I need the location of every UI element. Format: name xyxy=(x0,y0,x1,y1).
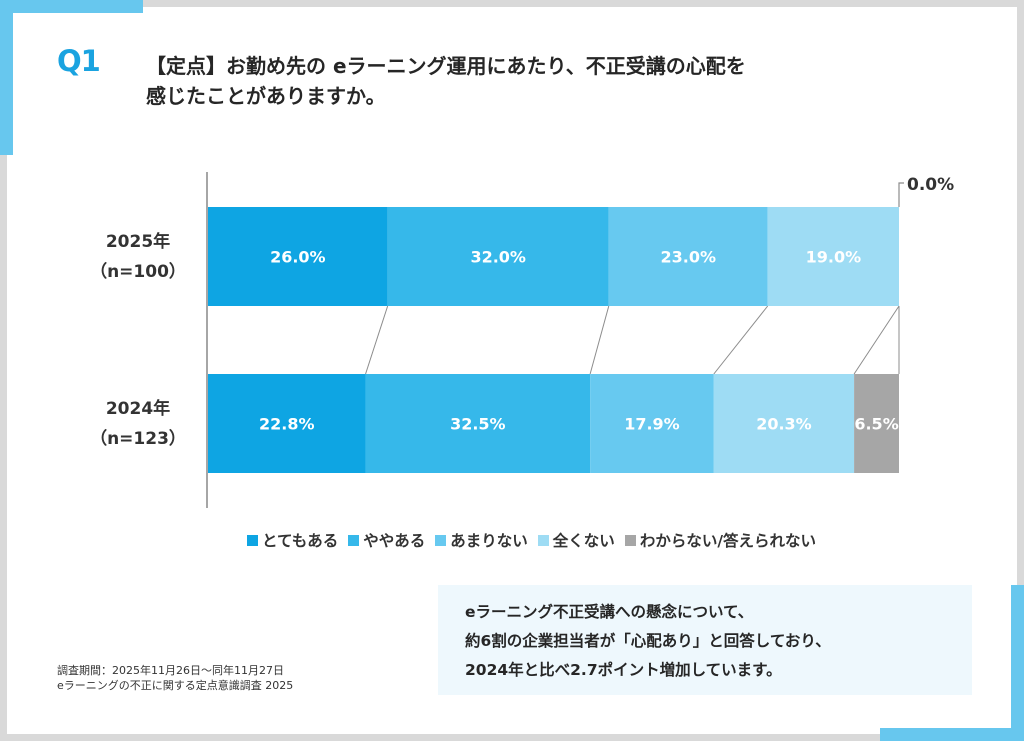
summary-box xyxy=(438,585,972,695)
accent-corner-top-left-vertical xyxy=(0,0,13,155)
survey-footnote: 調査期間：2025年11月26日～同年11月27日 eラーニングの不正に関する定… xyxy=(57,663,293,693)
legend-label: とてもある xyxy=(262,532,339,550)
bar-segment xyxy=(590,374,714,473)
bar-segment xyxy=(365,374,591,473)
bar-segment xyxy=(767,207,899,306)
data-label: 23.0% xyxy=(660,248,716,267)
legend-swatch xyxy=(348,534,360,546)
summary-line-2: 約6割の企業担当者が「心配あり」と回答しており、 xyxy=(465,632,831,650)
data-label: 17.9% xyxy=(624,415,680,434)
bar-segment xyxy=(713,374,855,473)
accent-corner-top-left-horizontal xyxy=(0,0,143,13)
data-label: 26.0% xyxy=(270,248,326,267)
summary-line-3: 2024年と比べ2.7ポイント増加しています。 xyxy=(465,661,782,679)
legend-item: わからない/答えられない xyxy=(624,529,816,551)
survey-period: 調査期間：2025年11月26日～同年11月27日 xyxy=(57,664,284,677)
question-title-line-2: 感じたことがありますか。 xyxy=(146,84,386,108)
category-sublabel: （n=100） xyxy=(90,261,186,282)
bar-segment xyxy=(208,374,366,473)
bar-segment xyxy=(387,207,609,306)
chart-legend: とてもある ややある あまりない 全くない わからない/答えられない xyxy=(247,529,816,551)
category-sublabel: （n=123） xyxy=(90,428,186,449)
legend-label: わからない/答えられない xyxy=(639,532,816,550)
legend-label: 全くない xyxy=(552,532,615,550)
accent-corner-bottom-right-horizontal xyxy=(880,728,1024,741)
connector-line xyxy=(713,305,769,375)
category-label: 2024年 xyxy=(106,398,170,419)
question-number: Q1 xyxy=(57,44,101,78)
question-title: 【定点】お勤め先の eラーニング運用にあたり、不正受講の心配を 感じたことがあり… xyxy=(146,51,906,111)
bar-segment xyxy=(608,207,768,306)
legend-item: とてもある xyxy=(247,529,338,551)
legend-swatch xyxy=(247,534,258,546)
legend-swatch xyxy=(435,534,447,546)
callout-line xyxy=(898,182,904,207)
accent-corner-bottom-right-vertical xyxy=(1011,585,1024,741)
connector-line xyxy=(365,305,389,375)
data-label: 22.8% xyxy=(259,415,315,434)
connector-line xyxy=(589,305,610,375)
bar-segment xyxy=(208,207,388,306)
data-label: 19.0% xyxy=(806,248,862,267)
question-title-line-1: 【定点】お勤め先の eラーニング運用にあたり、不正受講の心配を xyxy=(146,54,746,78)
survey-name: eラーニングの不正に関する定点意識調査 2025 xyxy=(57,679,294,692)
legend-item: 全くない xyxy=(537,529,615,551)
summary-line-1: eラーニング不正受講への懸念について、 xyxy=(465,603,754,621)
legend-label: ややある xyxy=(363,532,426,550)
callout-label: 0.0% xyxy=(907,175,954,195)
data-label: 20.3% xyxy=(756,415,812,434)
data-label: 6.5% xyxy=(854,415,898,434)
data-label: 32.0% xyxy=(470,248,526,267)
bar-segment xyxy=(854,374,899,473)
legend-label: あまりない xyxy=(450,532,528,550)
category-label: 2025年 xyxy=(106,231,170,252)
connector-line xyxy=(853,305,900,375)
legend-item: あまりない xyxy=(435,529,528,551)
data-label: 32.5% xyxy=(450,415,506,434)
summary-text: eラーニング不正受講への懸念について、 約6割の企業担当者が「心配あり」と回答し… xyxy=(465,598,831,685)
legend-item: ややある xyxy=(348,529,425,551)
legend-swatch xyxy=(537,534,549,546)
legend-swatch xyxy=(624,534,636,546)
